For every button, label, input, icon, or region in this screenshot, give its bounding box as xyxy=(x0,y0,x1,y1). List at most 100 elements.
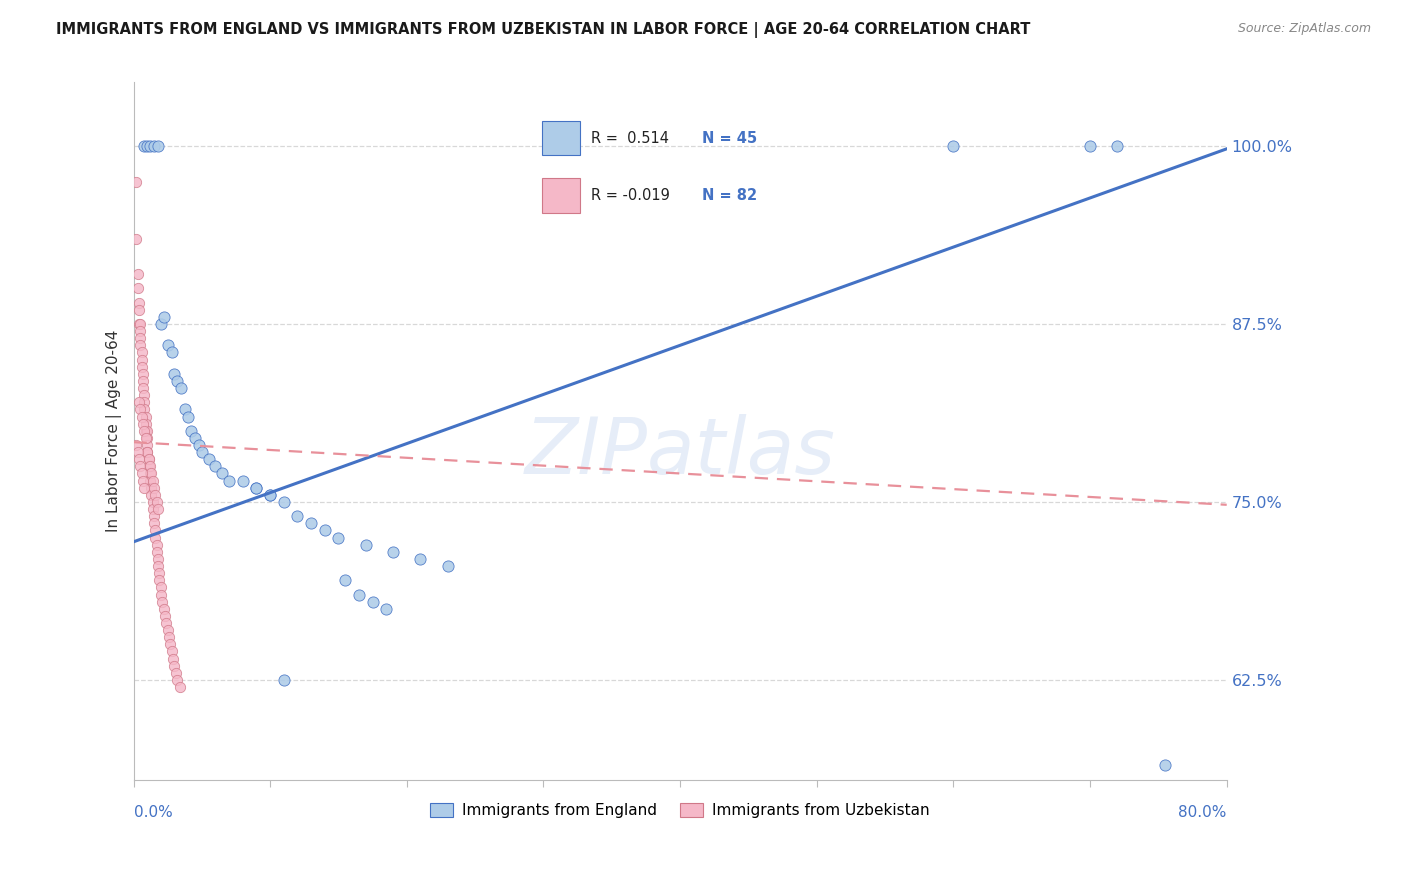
Point xyxy=(136,139,159,153)
Point xyxy=(159,637,181,651)
Point xyxy=(162,651,184,665)
Point xyxy=(143,516,166,531)
Point xyxy=(138,452,160,467)
Point xyxy=(141,488,163,502)
Point xyxy=(163,367,186,381)
Point xyxy=(149,580,172,594)
Y-axis label: In Labor Force | Age 20-64: In Labor Force | Age 20-64 xyxy=(107,329,122,532)
Point xyxy=(163,658,186,673)
Point xyxy=(354,538,377,552)
Point xyxy=(299,516,322,531)
Point xyxy=(129,338,152,352)
Point xyxy=(132,474,155,488)
Point xyxy=(131,352,153,367)
Text: 0.0%: 0.0% xyxy=(134,805,173,821)
Point xyxy=(188,438,211,452)
Point xyxy=(135,417,157,431)
Point xyxy=(129,459,152,474)
Point xyxy=(170,381,193,395)
Point xyxy=(135,409,157,424)
Point xyxy=(145,531,167,545)
Point xyxy=(157,630,180,644)
Point xyxy=(942,139,965,153)
Point xyxy=(166,673,188,687)
Point xyxy=(135,424,157,438)
Point xyxy=(1107,139,1129,153)
Point xyxy=(174,402,197,417)
Point xyxy=(132,367,155,381)
Point xyxy=(128,395,150,409)
Point xyxy=(150,594,173,608)
Point xyxy=(139,459,162,474)
Point xyxy=(436,559,458,574)
Point xyxy=(180,424,202,438)
Point xyxy=(127,267,149,281)
Point xyxy=(131,467,153,481)
Point xyxy=(139,467,162,481)
Point xyxy=(148,566,170,581)
Point xyxy=(129,402,152,417)
Point xyxy=(128,302,150,317)
Point xyxy=(149,317,172,331)
Text: ZIPatlas: ZIPatlas xyxy=(524,414,835,490)
Point xyxy=(125,175,148,189)
Point xyxy=(218,474,240,488)
Point xyxy=(382,545,405,559)
Point xyxy=(136,424,159,438)
Text: 80.0%: 80.0% xyxy=(1178,805,1226,821)
Point xyxy=(132,417,155,431)
Point xyxy=(142,495,165,509)
Point xyxy=(177,409,200,424)
Point xyxy=(135,431,157,445)
Point xyxy=(361,594,384,608)
Point xyxy=(134,481,156,495)
Point xyxy=(127,281,149,295)
Point xyxy=(128,317,150,331)
Point xyxy=(129,317,152,331)
Point xyxy=(165,665,187,680)
Point xyxy=(145,495,167,509)
Point xyxy=(131,345,153,359)
Point xyxy=(145,545,167,559)
Point xyxy=(138,459,160,474)
Point xyxy=(132,381,155,395)
Point xyxy=(152,310,174,324)
Point xyxy=(169,680,191,694)
Point xyxy=(409,552,432,566)
Point xyxy=(136,438,159,452)
Point xyxy=(125,438,148,452)
Point xyxy=(156,623,179,637)
Point xyxy=(129,331,152,345)
Point xyxy=(146,502,169,516)
Point xyxy=(204,459,226,474)
Point xyxy=(145,488,167,502)
Point xyxy=(273,495,295,509)
Point xyxy=(143,509,166,524)
Point xyxy=(143,139,166,153)
Point xyxy=(232,474,254,488)
Point xyxy=(152,601,174,615)
Point xyxy=(132,374,155,388)
Point xyxy=(184,431,207,445)
Point xyxy=(197,452,219,467)
Point xyxy=(134,395,156,409)
Point xyxy=(191,445,214,459)
Point xyxy=(211,467,233,481)
Point xyxy=(160,345,183,359)
Point xyxy=(139,139,162,153)
Point xyxy=(347,587,370,601)
Point xyxy=(134,424,156,438)
Point xyxy=(148,574,170,588)
Point xyxy=(335,574,357,588)
Point xyxy=(314,524,336,538)
Point xyxy=(131,409,153,424)
Point xyxy=(375,601,398,615)
Point xyxy=(142,474,165,488)
Point xyxy=(166,374,188,388)
Point xyxy=(127,445,149,459)
Point xyxy=(136,445,159,459)
Point xyxy=(134,139,156,153)
Text: Source: ZipAtlas.com: Source: ZipAtlas.com xyxy=(1237,22,1371,36)
Point xyxy=(145,524,167,538)
Point xyxy=(136,431,159,445)
